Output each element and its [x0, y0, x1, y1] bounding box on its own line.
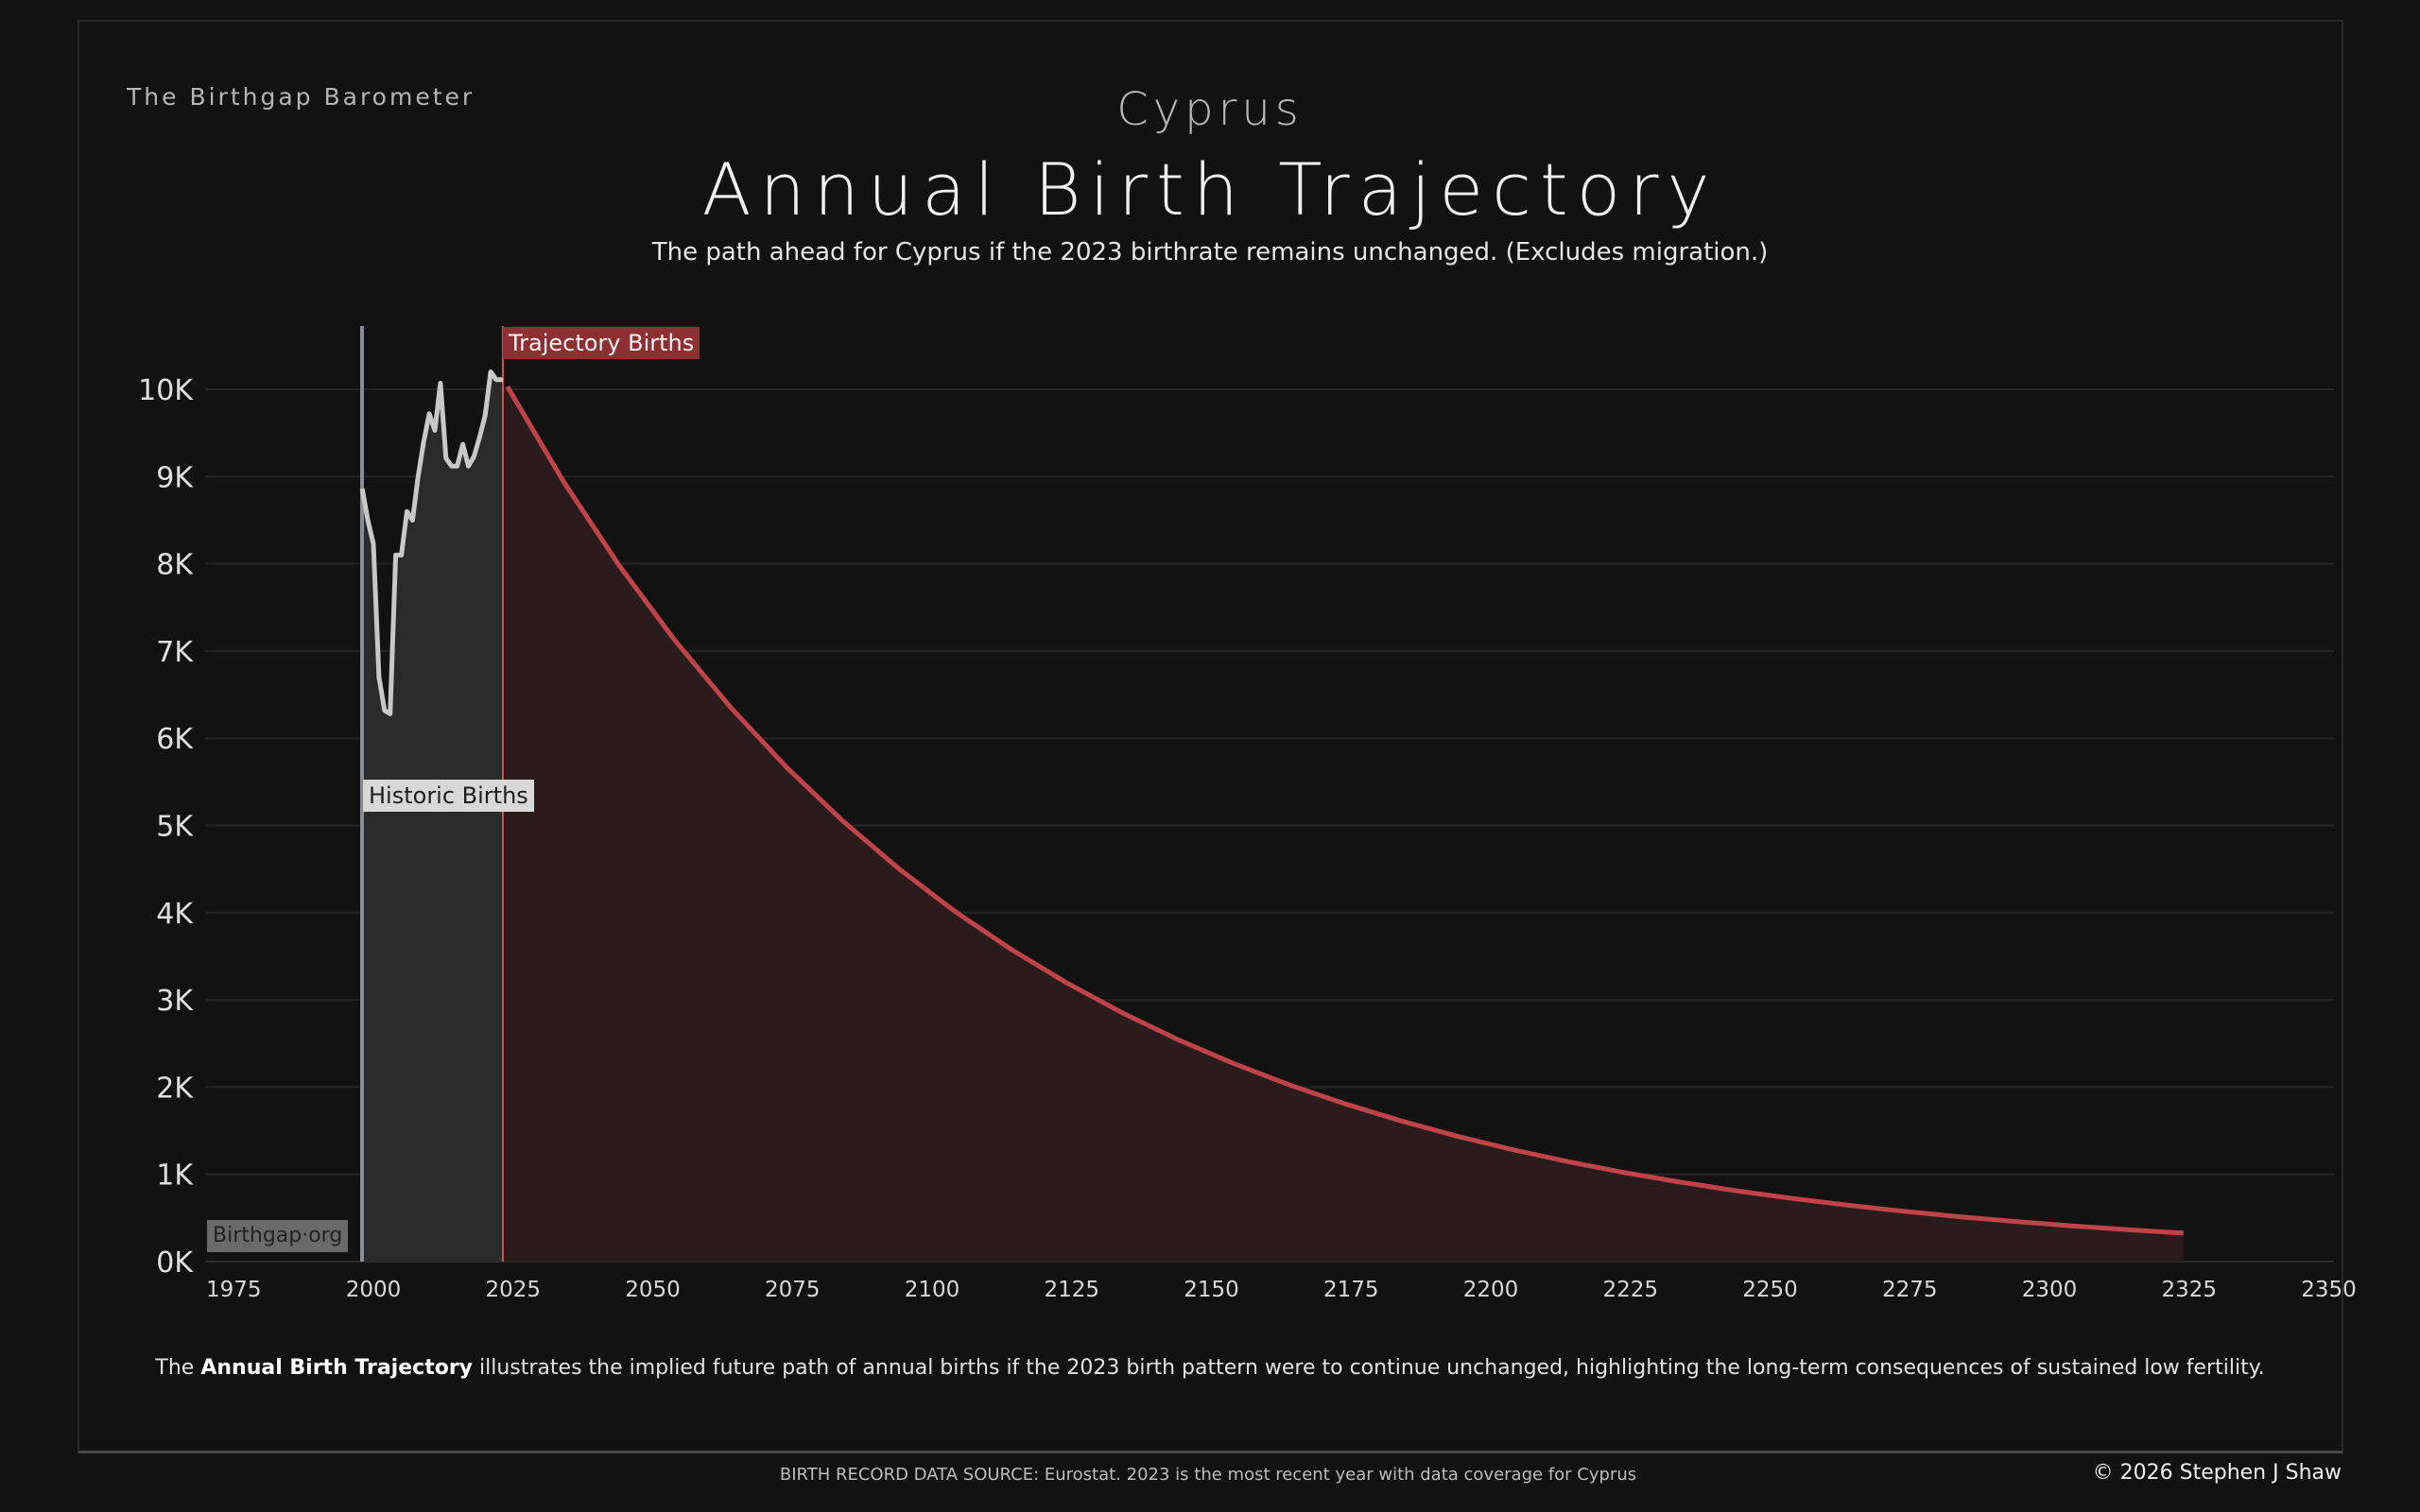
y-tick-label: 2K: [156, 1072, 194, 1105]
y-tick-label: 10K: [138, 374, 194, 407]
y-tick-label: 7K: [156, 636, 194, 669]
x-tick-label: 1975: [206, 1278, 262, 1302]
y-tick-label: 8K: [156, 549, 194, 582]
description-text: The: [155, 1356, 201, 1380]
x-tick-label: 2200: [1463, 1278, 1519, 1302]
x-tick-label: 2250: [1742, 1278, 1798, 1302]
brand-label: The Birthgap Barometer: [127, 83, 475, 111]
area-fills: [362, 371, 2184, 1262]
x-tick-label: 2175: [1323, 1278, 1379, 1302]
historic-births-label: Historic Births: [363, 780, 534, 812]
y-tick-label: 3K: [156, 985, 194, 1018]
country-name: Cyprus: [1116, 83, 1304, 136]
series-lines: [359, 369, 2184, 1236]
x-tick-label: 2300: [2022, 1278, 2078, 1302]
trajectory-births-label: Trajectory Births: [503, 327, 700, 359]
x-tick-label: 2125: [1044, 1278, 1099, 1302]
y-tick-label: 6K: [156, 723, 194, 756]
x-tick-label: 2025: [485, 1278, 541, 1302]
x-tick-label: 2325: [2161, 1278, 2217, 1302]
y-tick-label: 9K: [156, 461, 194, 494]
description-emphasis: Annual Birth Trajectory: [200, 1356, 474, 1380]
y-tick-label: 4K: [156, 898, 194, 931]
x-tick-label: 2000: [346, 1278, 402, 1302]
trajectory-area: [503, 387, 2184, 1262]
y-tick-label: 1K: [156, 1160, 194, 1193]
x-axis: 1975 2000 2025 2050 2075 2100 2125 2150 2175 2200…: [206, 1278, 2357, 1302]
x-tick-label: 2075: [765, 1278, 821, 1302]
copyright: © 2026 Stephen J Shaw: [2092, 1461, 2342, 1485]
x-tick-label: 2350: [2301, 1278, 2357, 1302]
x-tick-label: 2100: [905, 1278, 960, 1302]
historic-area: [362, 371, 503, 1262]
x-tick-label: 2275: [1882, 1278, 1938, 1302]
x-tick-label: 2225: [1602, 1278, 1658, 1302]
x-tick-label: 2150: [1184, 1278, 1239, 1302]
dashboard-frame: [78, 20, 2343, 1453]
description-text: illustrates the implied future path of a…: [473, 1356, 2265, 1380]
x-tick-label: 2050: [625, 1278, 681, 1302]
y-tick-label: 0K: [156, 1246, 194, 1280]
data-source-note: BIRTH RECORD DATA SOURCE: Eurostat. 2023…: [779, 1465, 1637, 1485]
subtitle: The path ahead for Cyprus if the 2023 bi…: [651, 238, 1769, 266]
y-tick-label: 5K: [156, 811, 194, 844]
birthgap-watermark[interactable]: Birthgap·org: [207, 1220, 349, 1252]
chart-description: The Annual Birth Trajectory illustrates …: [0, 1356, 2420, 1380]
page-title: Annual Birth Trajectory: [701, 147, 1719, 232]
y-axis: 0K 1K 2K 3K 4K 5K 6K 7K 8K 9K 10K: [138, 374, 194, 1280]
